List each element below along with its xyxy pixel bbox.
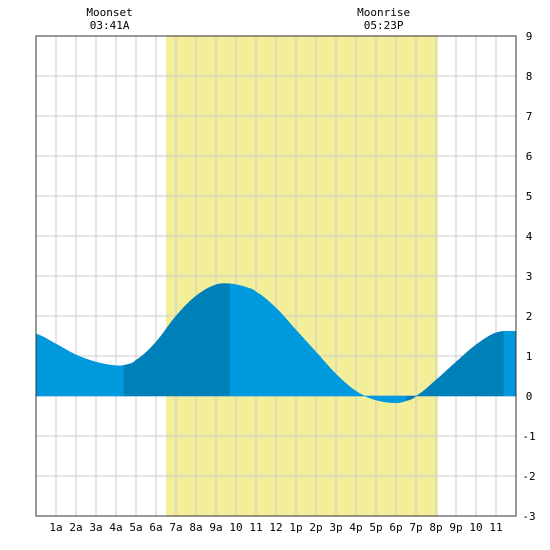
x-tick-label: 4a [109, 521, 122, 534]
x-tick-label: 6p [389, 521, 402, 534]
x-tick-label: 3p [329, 521, 342, 534]
x-tick-label: 12 [269, 521, 282, 534]
tide-area-segment [35, 333, 125, 397]
plot-border [35, 35, 517, 517]
x-tick-label: 2a [69, 521, 82, 534]
y-tick-label: 3 [526, 270, 533, 283]
y-tick-label: 9 [526, 30, 533, 43]
x-tick-label: 8a [189, 521, 202, 534]
x-tick-label: 7p [409, 521, 422, 534]
x-tick-label: 4p [349, 521, 362, 534]
x-tick-label: 7a [169, 521, 182, 534]
x-tick-label: 11 [489, 521, 502, 534]
y-tick-label: 6 [526, 150, 533, 163]
x-tick-label: 9a [209, 521, 222, 534]
x-tick-label: 11 [249, 521, 262, 534]
x-tick-label: 10 [229, 521, 242, 534]
tide-area-segment [405, 331, 505, 402]
x-tick-label: 6a [149, 521, 162, 534]
moon-event-time: 05:23P [364, 19, 404, 32]
x-tick-label: 5a [129, 521, 142, 534]
moon-event-time: 03:41A [90, 19, 130, 32]
y-tick-label: -2 [522, 470, 535, 483]
x-tick-label: 9p [449, 521, 462, 534]
tide-area-segment [229, 283, 407, 404]
moon-event-label: Moonrise [357, 6, 410, 19]
x-tick-label: 8p [429, 521, 442, 534]
x-tick-label: 10 [469, 521, 482, 534]
y-tick-label: 4 [526, 230, 533, 243]
y-tick-label: 1 [526, 350, 533, 363]
moon-event-label: Moonset [86, 6, 132, 19]
x-tick-label: 1a [49, 521, 62, 534]
x-tick-label: 5p [369, 521, 382, 534]
y-tick-label: 8 [526, 70, 533, 83]
y-tick-label: -1 [522, 430, 535, 443]
x-tick-label: 2p [309, 521, 322, 534]
x-tick-label: 1p [289, 521, 302, 534]
tide-area-segment [123, 283, 231, 397]
x-tick-label: 3a [89, 521, 102, 534]
y-tick-label: 2 [526, 310, 533, 323]
y-tick-label: 7 [526, 110, 533, 123]
tide-area-segment [503, 330, 517, 397]
y-tick-label: 5 [526, 190, 533, 203]
y-tick-label: -3 [522, 510, 535, 523]
y-tick-label: 0 [526, 390, 533, 403]
